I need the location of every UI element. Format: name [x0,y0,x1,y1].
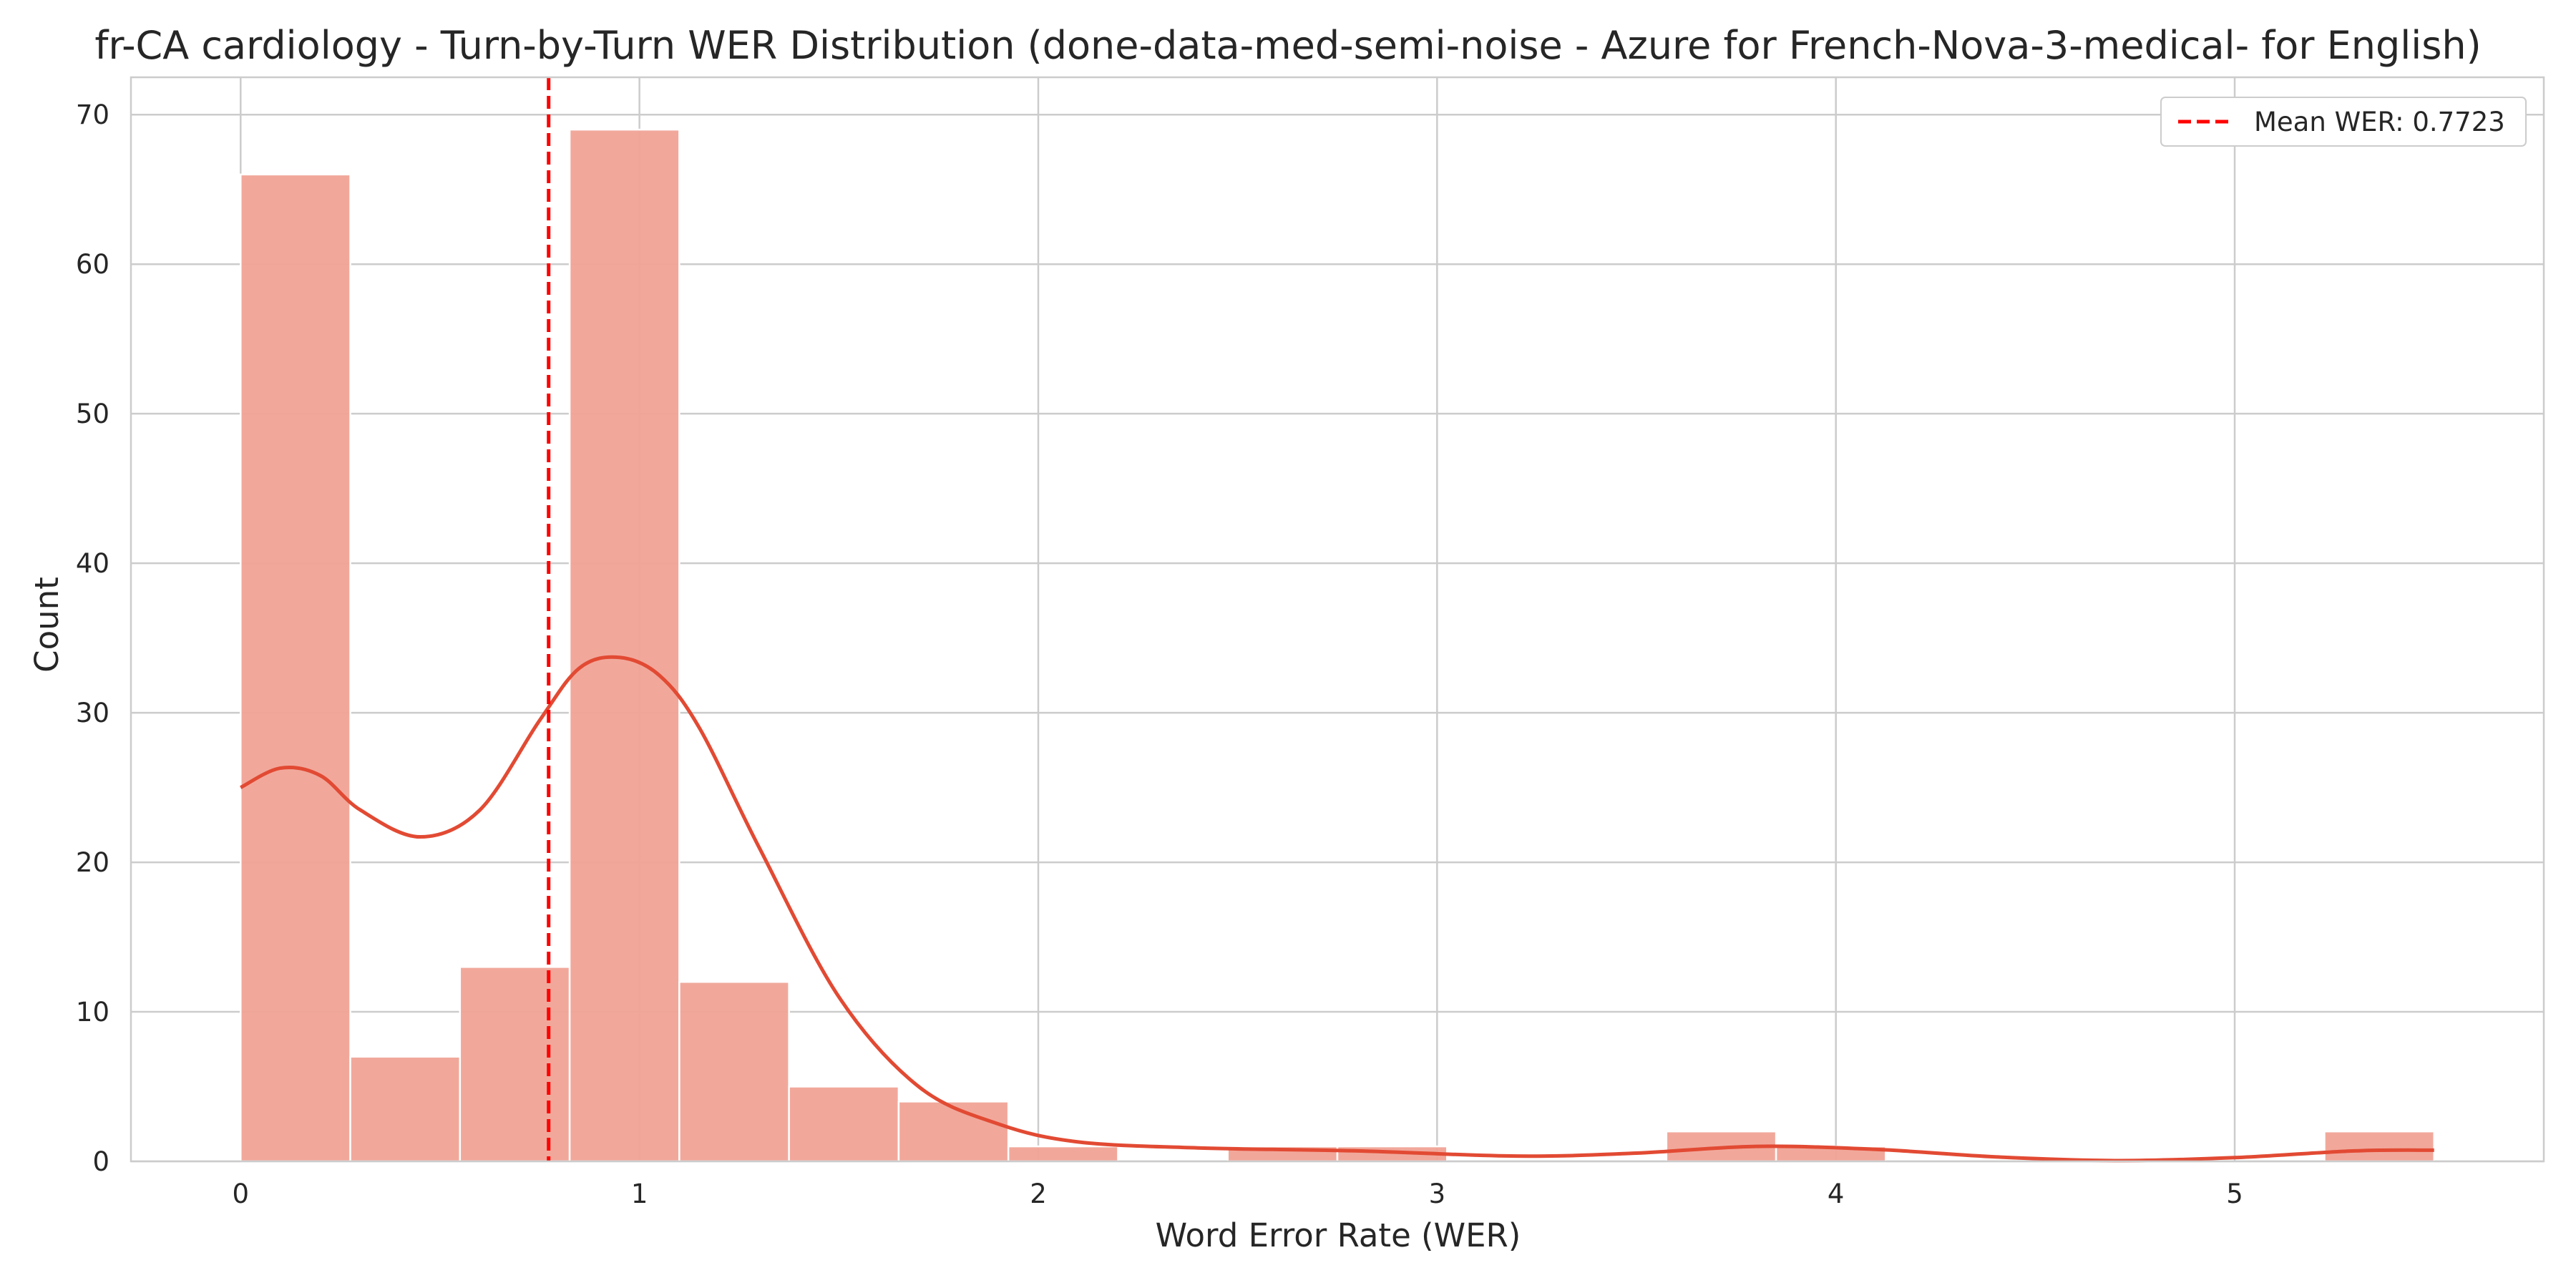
histogram-bar-7 [1007,1145,1119,1163]
histogram-bar-2 [459,966,571,1163]
kde-curve [240,655,2434,1163]
y-tick-label-60: 60 [76,249,109,280]
plot-frame [130,76,2545,1163]
histogram-bar-4 [678,980,790,1163]
legend-box [2160,97,2527,147]
histogram-bars [240,128,2435,1163]
legend-entry-mean-wer: Mean WER: 0.7723 [2254,107,2505,137]
x-tick-label-4: 4 [1828,1179,1845,1209]
histogram-bar-0 [240,173,351,1163]
x-tick-label-2: 2 [1030,1179,1047,1209]
histogram-bar-6 [897,1101,1010,1163]
x-axis-label: Word Error Rate (WER) [1156,1216,1521,1254]
y-axis-label: Count [28,577,66,673]
legend: Mean WER: 0.7723 [2160,97,2527,147]
x-tick-label-0: 0 [232,1179,249,1209]
x-tick-label-3: 3 [1429,1179,1446,1209]
y-tick-label-0: 0 [92,1146,109,1177]
histogram-bar-19 [2323,1130,2435,1163]
histogram-bar-5 [788,1085,900,1163]
y-tick-label-50: 50 [76,399,109,429]
chart-title: fr-CA cardiology - Turn-by-Turn WER Dist… [94,23,2481,68]
y-tick-label-30: 30 [76,698,109,728]
y-tick-label-10: 10 [76,997,109,1028]
x-tick-label-5: 5 [2226,1179,2243,1209]
y-tick-labels: 0 10 20 30 40 50 60 70 [76,99,109,1177]
histogram-bar-3 [568,128,680,1163]
x-tick-labels: 0 1 2 3 4 5 [232,1179,2243,1209]
y-tick-label-20: 20 [76,847,109,878]
histogram-bar-1 [349,1055,462,1163]
y-tick-label-40: 40 [76,548,109,579]
x-tick-label-1: 1 [631,1179,648,1209]
y-tick-label-70: 70 [76,99,109,130]
kde-curve-layer [240,655,2434,1163]
